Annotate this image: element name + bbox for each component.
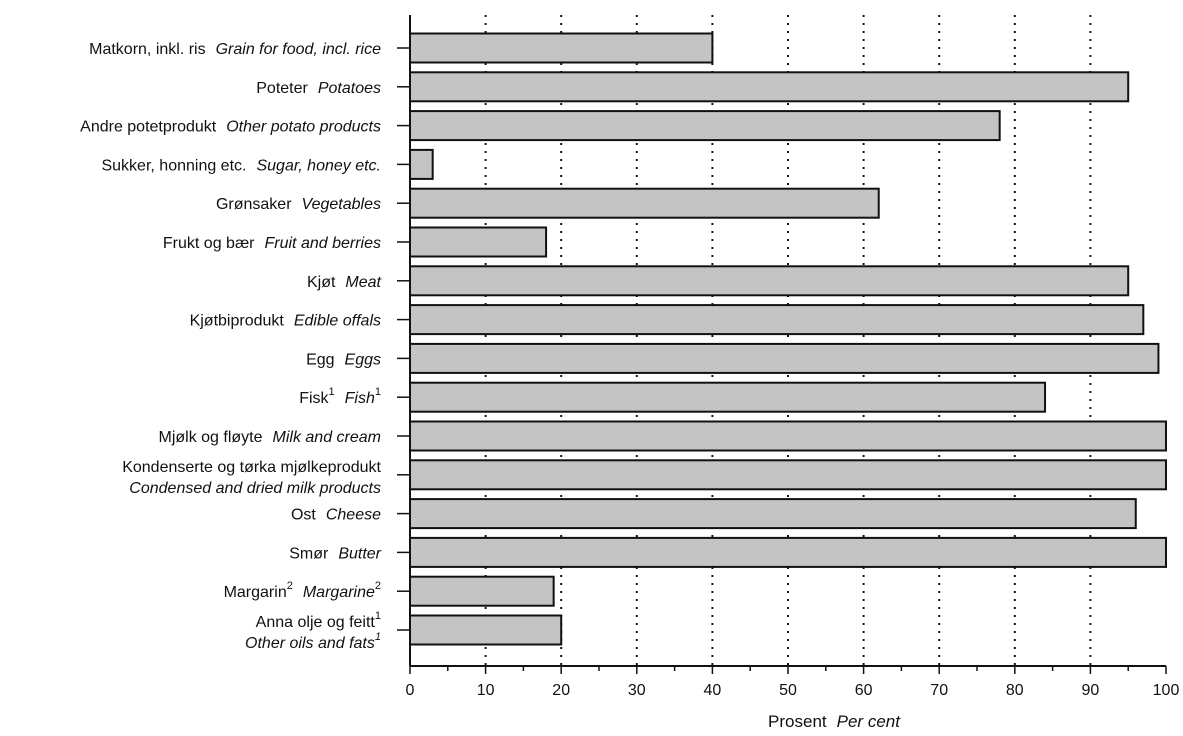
bar-10	[409, 420, 1167, 452]
x-axis-label-en: Per cent	[837, 712, 902, 731]
category-label-no-text: Anna olje og feitt	[256, 614, 376, 631]
category-label-no: Egg	[306, 351, 334, 368]
bar-13	[409, 536, 1167, 568]
category-label-en: Other potato products	[226, 119, 381, 136]
category-label: Matkorn, inkl. ris Grain for food, incl. …	[89, 41, 381, 58]
x-axis-label-no: Prosent	[768, 712, 827, 731]
category-label: Frukt og bær Fruit and berries	[163, 235, 381, 252]
x-tick-label-90: 90	[1082, 682, 1100, 699]
bar-14	[409, 575, 555, 607]
category-label-no: Frukt og bær	[163, 235, 255, 252]
category-label-en: Eggs	[345, 351, 381, 368]
footnote-marker: 2	[287, 580, 293, 592]
x-tick-labels: 0 10 20 30 40 50 60 70 80 90 100	[406, 682, 1180, 699]
category-label: Smør Butter	[289, 545, 381, 562]
category-label: Sukker, honning etc. Sugar, honey etc.	[101, 157, 381, 174]
category-label-no: Kondenserte og tørka mjølkeprodukt	[122, 459, 381, 476]
category-label-no: Margarin	[224, 584, 287, 601]
category-label-en: Condensed and dried milk products	[129, 480, 381, 497]
x-tick-label-70: 70	[930, 682, 948, 699]
bar-5	[409, 226, 548, 258]
category-label-no: Fisk	[299, 390, 329, 407]
bar-3	[409, 148, 434, 180]
x-tick-label-30: 30	[628, 682, 646, 699]
category-label: Margarin2 Margarine2	[224, 580, 381, 601]
x-axis-label: Prosent Per cent	[768, 712, 901, 731]
footnote-marker: 1	[375, 610, 381, 622]
category-label: Ost Cheese	[291, 507, 381, 524]
category-label-no: Anna olje og feitt1	[256, 610, 381, 631]
category-label-no: Ost	[291, 507, 316, 524]
category-label: Kjøtbiprodukt Edible offals	[190, 313, 381, 330]
category-label-no: Matkorn, inkl. ris	[89, 41, 205, 58]
bar-1	[409, 71, 1130, 103]
category-label: Andre potetprodukt Other potato products	[80, 119, 381, 136]
category-label-no: Poteter	[256, 80, 308, 97]
bars	[409, 32, 1167, 646]
x-tick-label-10: 10	[477, 682, 495, 699]
category-label-no: Kjøtbiprodukt	[190, 313, 285, 330]
category-label-en: Milk and cream	[273, 429, 381, 446]
x-tick-label-0: 0	[406, 682, 415, 699]
x-tick-label-100: 100	[1153, 682, 1180, 699]
category-label-en-text: Other oils and fats	[245, 635, 375, 652]
category-label-en: Edible offals	[294, 313, 381, 330]
category-label: Poteter Potatoes	[256, 80, 381, 97]
bar-6	[409, 265, 1130, 297]
category-label-en: Margarine	[303, 584, 375, 601]
category-label-en: Potatoes	[318, 80, 381, 97]
category-label-en: Meat	[345, 274, 381, 291]
category-label-en: Other oils and fats1	[245, 631, 381, 652]
category-label-no: Mjølk og fløyte	[159, 429, 263, 446]
category-label-no: Smør	[289, 545, 329, 562]
bar-9	[409, 381, 1047, 413]
category-label: Grønsaker Vegetables	[216, 196, 381, 213]
category-label-no: Andre potetprodukt	[80, 119, 217, 136]
category-label-en: Cheese	[326, 507, 381, 524]
bar-15	[409, 614, 563, 646]
bar-2	[409, 110, 1001, 142]
bar-11	[409, 459, 1167, 491]
bar-8	[409, 342, 1160, 374]
category-label-en: Sugar, honey etc.	[256, 157, 381, 174]
category-labels: Matkorn, inkl. ris Grain for food, incl. …	[80, 41, 382, 652]
bar-7	[409, 304, 1145, 336]
category-label-en: Fruit and berries	[265, 235, 382, 252]
category-label-en: Butter	[338, 545, 381, 562]
category-label-no: Grønsaker	[216, 196, 292, 213]
category-label: Fisk1 Fish1	[299, 386, 381, 407]
x-tick-label-60: 60	[855, 682, 873, 699]
x-tick-label-80: 80	[1006, 682, 1024, 699]
category-label-en: Fish	[345, 390, 375, 407]
category-label-en-text: Condensed and dried milk products	[129, 480, 381, 497]
x-tick-label-40: 40	[704, 682, 722, 699]
category-label: Kjøt Meat	[307, 274, 382, 291]
category-label-no: Kjøt	[307, 274, 336, 291]
category-label-no: Sukker, honning etc.	[101, 157, 246, 174]
axes	[397, 15, 1167, 674]
bar-0	[409, 32, 714, 64]
bar-12	[409, 498, 1137, 530]
footnote-marker: 2	[375, 580, 381, 592]
category-label-no-text: Kondenserte og tørka mjølkeprodukt	[122, 459, 381, 476]
x-tick-label-20: 20	[552, 682, 570, 699]
footnote-marker: 1	[329, 386, 335, 398]
x-tick-label-50: 50	[779, 682, 797, 699]
category-label: Mjølk og fløyte Milk and cream	[159, 429, 382, 446]
bar-4	[409, 187, 880, 219]
category-label-en: Grain for food, incl. rice	[216, 41, 382, 58]
footnote-marker: 1	[375, 386, 381, 398]
footnote-marker: 1	[375, 631, 381, 643]
category-label: Egg Eggs	[306, 351, 381, 368]
category-label-en: Vegetables	[302, 196, 381, 213]
